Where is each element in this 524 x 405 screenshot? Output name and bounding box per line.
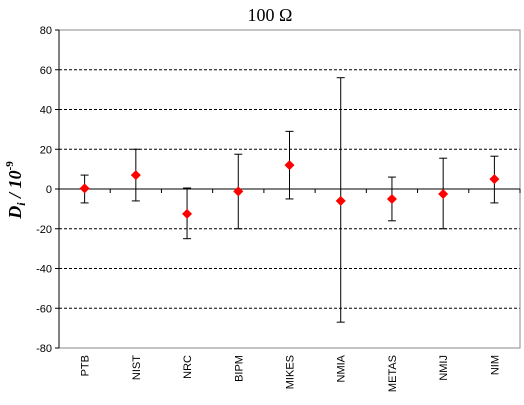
y-tick-label: -40 [36,264,52,276]
y-axis-label-subscript: i [14,202,28,206]
plot-area: 80 60 40 20 0 -20 -40 -60 -80 PTB NIST NRC BIPM MIKES… [36,25,521,392]
chart-title: 100 Ω [248,5,293,25]
x-tick-label: METAS [387,355,399,392]
data-point [130,170,141,181]
x-tick-label: NRC [182,355,194,379]
x-tick-label: NIST [131,355,143,380]
y-axis-label-main: D [5,206,25,220]
data-point [233,186,244,197]
data-point [335,195,346,206]
y-tick-label: 0 [46,184,52,196]
y-tick-label: -60 [36,303,52,315]
data-point [79,183,90,194]
x-tick-label: NIM [489,355,501,375]
x-tick-label: MIKES [285,355,297,389]
y-axis-label-rest: / 10 [5,170,25,202]
y-axis-label-superscript: -9 [4,161,16,171]
y-tick-label: -80 [36,343,52,355]
y-tick-label: 80 [40,25,52,37]
data-point [489,174,500,185]
x-tick-label: NMIJ [438,355,450,381]
x-tick-label: PTB [80,355,92,376]
data-point [182,208,193,219]
y-tick-label: 40 [40,105,52,117]
svg-text:Di / 10-9: Di / 10-9 [4,161,28,220]
y-tick-label: 60 [40,65,52,77]
y-tick-label: -20 [36,224,52,236]
x-tick-label: NMIA [336,354,348,382]
data-point [386,193,397,204]
data-point [438,188,449,199]
data-point [284,160,295,171]
x-tick-label: BIPM [233,355,245,382]
y-axis-label: Di / 10-9 [4,161,28,220]
y-tick-label: 20 [40,144,52,156]
